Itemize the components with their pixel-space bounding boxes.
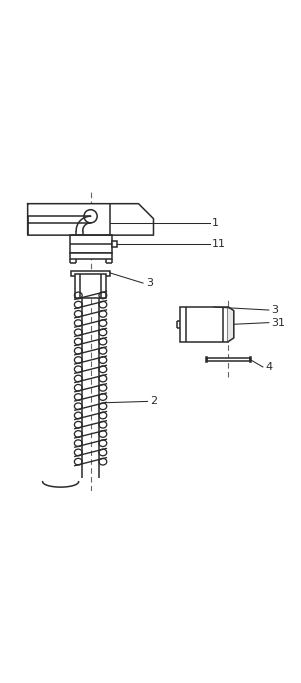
Polygon shape	[228, 307, 234, 342]
Text: 3: 3	[271, 305, 278, 315]
Text: 4: 4	[265, 362, 272, 372]
Bar	[75, 274, 106, 298]
Polygon shape	[28, 204, 154, 235]
Bar	[181, 307, 228, 342]
Bar	[70, 253, 112, 259]
Text: 3: 3	[146, 278, 153, 288]
Text: 2: 2	[150, 396, 158, 406]
Text: 31: 31	[271, 318, 285, 328]
Text: 11: 11	[212, 239, 226, 249]
Bar	[250, 357, 251, 362]
Bar	[112, 241, 117, 247]
Text: 1: 1	[212, 218, 219, 228]
Bar	[71, 271, 110, 276]
Bar	[206, 357, 207, 362]
Bar	[70, 235, 112, 253]
Bar	[207, 358, 250, 361]
